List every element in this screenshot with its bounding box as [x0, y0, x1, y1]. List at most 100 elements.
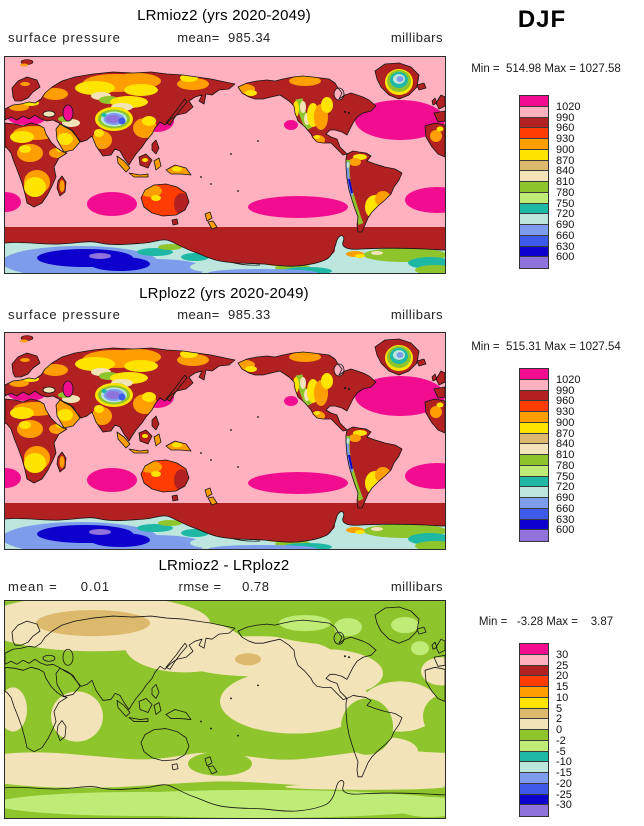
colorbar-level-label: 870 — [556, 154, 575, 167]
season-label: DJF — [517, 6, 567, 33]
panel3-title: LRmioz2 - LRploz2 — [158, 557, 290, 574]
colorbar-cell — [520, 476, 548, 488]
colorbar-cell — [520, 455, 548, 466]
colorbar-level-label: 990 — [556, 111, 575, 124]
colorbar-level-label: -5 — [556, 745, 566, 758]
panel2-title: LRploz2 (yrs 2020-2049) — [139, 285, 309, 302]
colorbar-cell — [520, 106, 548, 118]
colorbar-cell — [520, 225, 548, 236]
colorbar-cell — [520, 412, 548, 423]
colorbar-cell — [520, 676, 548, 687]
colorbar-cell — [520, 794, 548, 806]
panel3-units-label: millibars — [390, 579, 443, 594]
colorbar-level-label: 780 — [556, 186, 575, 199]
colorbar-cell — [520, 444, 548, 455]
panel1-colorbar: 1020 990 960 930 900 870 840 810 780 750 720 690 660… — [519, 95, 580, 269]
colorbar-cell — [520, 390, 548, 402]
panel1-mean-label: mean= 985.34 — [177, 30, 271, 45]
colorbar-level-label: 1020 — [556, 100, 581, 113]
panel3-colorbar: 30 25 20 15 10 5 2 0 -2 -5 -10 -15 -20 -25 -30 — [519, 643, 572, 817]
colorbar-level-label: 930 — [556, 133, 575, 145]
colorbar-cell — [520, 160, 548, 172]
panel1-units-label: millibars — [390, 30, 443, 45]
panel3-map — [4, 600, 446, 819]
colorbar-cell — [520, 182, 548, 193]
colorbar-level-label: 990 — [556, 384, 575, 397]
panel1-minmax: Min = 514.98 Max = 1027.58 — [471, 63, 621, 75]
colorbar-cell — [520, 214, 548, 225]
colorbar-cell — [520, 773, 548, 784]
colorbar-level-label: 5 — [556, 702, 563, 715]
colorbar-cell — [520, 257, 548, 268]
panel1-map — [4, 56, 446, 274]
colorbar-level-label: 630 — [556, 513, 575, 526]
colorbar-cell — [520, 687, 548, 698]
colorbar-level-label: 720 — [556, 208, 575, 221]
colorbar-cell — [520, 805, 548, 816]
colorbar-level-label: 25 — [556, 659, 569, 672]
colorbar-cell — [520, 665, 548, 677]
colorbar-level-label: 840 — [556, 165, 575, 178]
colorbar-cell — [520, 762, 548, 773]
colorbar-cell — [520, 751, 548, 763]
colorbar-level-label: 960 — [556, 122, 575, 135]
colorbar-cell — [520, 730, 548, 741]
colorbar-cell — [520, 235, 548, 247]
colorbar-level-label: 15 — [556, 681, 569, 693]
colorbar-level-label: 600 — [556, 251, 575, 264]
colorbar-cell — [520, 139, 548, 150]
colorbar-level-label: 660 — [556, 229, 575, 242]
colorbar-level-label: 900 — [556, 416, 575, 429]
colorbar-cell — [520, 401, 548, 412]
panel2-minmax: Min = 515.31 Max = 1027.54 — [471, 341, 621, 353]
colorbar-cell — [520, 708, 548, 720]
colorbar-cell — [520, 422, 548, 434]
colorbar-cell — [520, 369, 548, 380]
panel3-minmax: Min = -3.28 Max = 3.87 — [478, 616, 614, 628]
colorbar-level-label: 30 — [556, 648, 569, 661]
colorbar-level-label: -15 — [556, 767, 572, 779]
panel1-variable-label: surface pressure — [8, 30, 121, 45]
colorbar-level-label: 2 — [556, 713, 563, 726]
colorbar-level-label: 600 — [556, 524, 575, 537]
colorbar-cell — [520, 149, 548, 161]
panel2-units-label: millibars — [390, 307, 443, 322]
colorbar-level-label: -20 — [556, 777, 572, 790]
panel3-mean-label: mean = 0.01 — [8, 579, 111, 594]
colorbar-level-label: 750 — [556, 470, 575, 483]
colorbar-level-label: 10 — [556, 691, 569, 704]
colorbar-cell — [520, 379, 548, 391]
colorbar-cell — [520, 783, 548, 795]
colorbar-level-label: 810 — [556, 449, 575, 461]
colorbar-level-label: -25 — [556, 788, 572, 801]
panel3-rmse-label: rmse = 0.78 — [178, 579, 270, 594]
panel2-variable-label: surface pressure — [8, 307, 121, 322]
panel3-subtitle-row: mean = 0.01 rmse = 0.78 millibars — [4, 579, 444, 595]
colorbar-level-label: 960 — [556, 395, 575, 408]
colorbar-level-label: 690 — [556, 219, 575, 231]
colorbar-level-label: 690 — [556, 492, 575, 504]
panel2-mean-label: mean= 985.33 — [177, 307, 271, 322]
colorbar-level-label: -10 — [556, 756, 572, 769]
colorbar-level-label: 840 — [556, 438, 575, 451]
colorbar-level-label: 630 — [556, 240, 575, 253]
panel1-subtitle-row: surface pressure mean= 985.34 millibars — [4, 30, 444, 46]
colorbar-level-label: 900 — [556, 143, 575, 156]
colorbar-level-label: -30 — [556, 799, 572, 812]
colorbar-level-label: 780 — [556, 459, 575, 472]
colorbar-cell — [520, 498, 548, 509]
colorbar-level-label: 720 — [556, 481, 575, 494]
colorbar-level-label: 1020 — [556, 373, 581, 386]
colorbar-cell — [520, 519, 548, 531]
colorbar-cell — [520, 654, 548, 666]
colorbar-cell — [520, 96, 548, 107]
colorbar-level-label: 930 — [556, 406, 575, 418]
colorbar-level-label: 810 — [556, 176, 575, 188]
panel1-title: LRmioz2 (yrs 2020-2049) — [137, 7, 311, 24]
panel2-map — [4, 332, 446, 550]
colorbar-cell — [520, 487, 548, 498]
colorbar-cell — [520, 171, 548, 182]
colorbar-cell — [520, 192, 548, 204]
colorbar-level-label: 870 — [556, 427, 575, 440]
